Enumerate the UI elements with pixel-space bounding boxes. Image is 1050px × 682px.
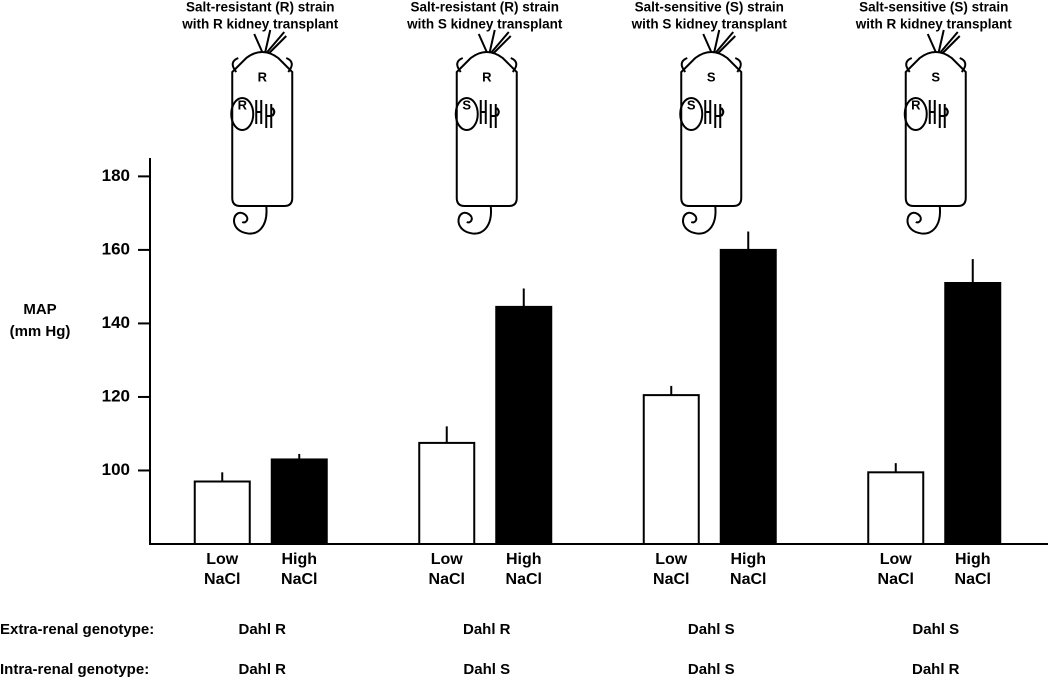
vessels — [928, 100, 949, 128]
kidney — [679, 97, 704, 131]
mouse-icon: RS — [454, 29, 518, 235]
bar — [495, 305, 553, 545]
genotype-value: Dahl R — [463, 621, 511, 638]
y-tick-label: 160 — [102, 239, 130, 258]
mouse-kidney-label: R — [911, 97, 921, 112]
whiskers — [702, 29, 736, 54]
mouse-body — [904, 51, 967, 207]
mouse-body-label: S — [931, 69, 940, 84]
vessels — [255, 100, 276, 128]
genotype-row-label: Intra-renal genotype: — [0, 661, 149, 678]
tail — [682, 205, 717, 235]
tail — [457, 205, 492, 235]
mouse-kidney-label: R — [238, 97, 248, 112]
mouse-body — [455, 51, 518, 207]
genotype-value: Dahl R — [238, 621, 286, 638]
whiskers — [253, 29, 287, 54]
bar — [418, 441, 476, 545]
y-tick-label: 120 — [102, 386, 130, 405]
mouse-ears — [680, 57, 742, 73]
mouse-kidney-label: S — [687, 97, 696, 112]
x-tick-label: Low NaCl — [653, 551, 690, 588]
mouse-kidney-label: S — [462, 97, 471, 112]
group-title: Salt-resistant (R) strain — [410, 0, 559, 15]
x-tick-label: High NaCl — [730, 551, 767, 588]
mouse-ears — [905, 57, 967, 73]
kidney — [903, 97, 928, 131]
group-title: Salt-resistant (R) strain — [186, 0, 335, 15]
group-title: with R kidney transplant — [855, 17, 1013, 32]
y-tick-label: 180 — [102, 166, 130, 185]
y-tick-label: 140 — [102, 313, 130, 332]
bar — [944, 281, 1002, 545]
mouse-body-label: S — [707, 69, 716, 84]
bar — [867, 471, 925, 546]
kidney — [230, 97, 255, 131]
genotype-value: Dahl S — [463, 661, 510, 678]
mouse-ears — [456, 57, 518, 73]
genotype-value: Dahl R — [238, 661, 286, 678]
genotype-value: Dahl S — [912, 621, 959, 638]
vessels — [479, 100, 500, 128]
mouse-body-label: R — [258, 69, 268, 84]
x-tick-label: Low NaCl — [204, 551, 241, 588]
y-axis-label: (mm Hg) — [10, 323, 71, 340]
y-tick-label: 100 — [102, 460, 130, 479]
x-tick-label: High NaCl — [954, 551, 991, 588]
group-title: with S kidney transplant — [406, 17, 563, 32]
tail — [233, 205, 268, 235]
group-title: Salt-sensitive (S) strain — [859, 0, 1008, 15]
mouse-icon: RR — [230, 29, 294, 235]
genotype-value: Dahl R — [912, 661, 960, 678]
x-tick-label: High NaCl — [505, 551, 542, 588]
mouse-icon: SR — [903, 29, 967, 235]
x-tick-label: Low NaCl — [428, 551, 465, 588]
genotype-row-label: Extra-renal genotype: — [0, 621, 154, 638]
mouse-icon: SS — [679, 29, 743, 235]
group-title: with S kidney transplant — [631, 17, 788, 32]
genotype-value: Dahl S — [688, 661, 735, 678]
y-axis-label: MAP — [23, 301, 56, 318]
mouse-body-label: R — [482, 69, 492, 84]
vessels — [704, 100, 725, 128]
x-tick-label: High NaCl — [281, 551, 318, 588]
whiskers — [926, 29, 961, 54]
genotype-value: Dahl S — [688, 621, 735, 638]
bar — [270, 458, 328, 546]
group-title: Salt-sensitive (S) strain — [635, 0, 784, 15]
kidney — [454, 97, 479, 131]
bar — [642, 394, 700, 545]
tail — [906, 205, 941, 235]
bar — [193, 480, 251, 545]
group-title: with R kidney transplant — [181, 17, 339, 32]
bar — [719, 248, 777, 545]
mouse-body — [680, 51, 743, 207]
x-tick-label: Low NaCl — [877, 551, 914, 588]
whiskers — [477, 29, 512, 54]
mouse-ears — [231, 57, 293, 73]
mouse-body — [231, 51, 294, 207]
